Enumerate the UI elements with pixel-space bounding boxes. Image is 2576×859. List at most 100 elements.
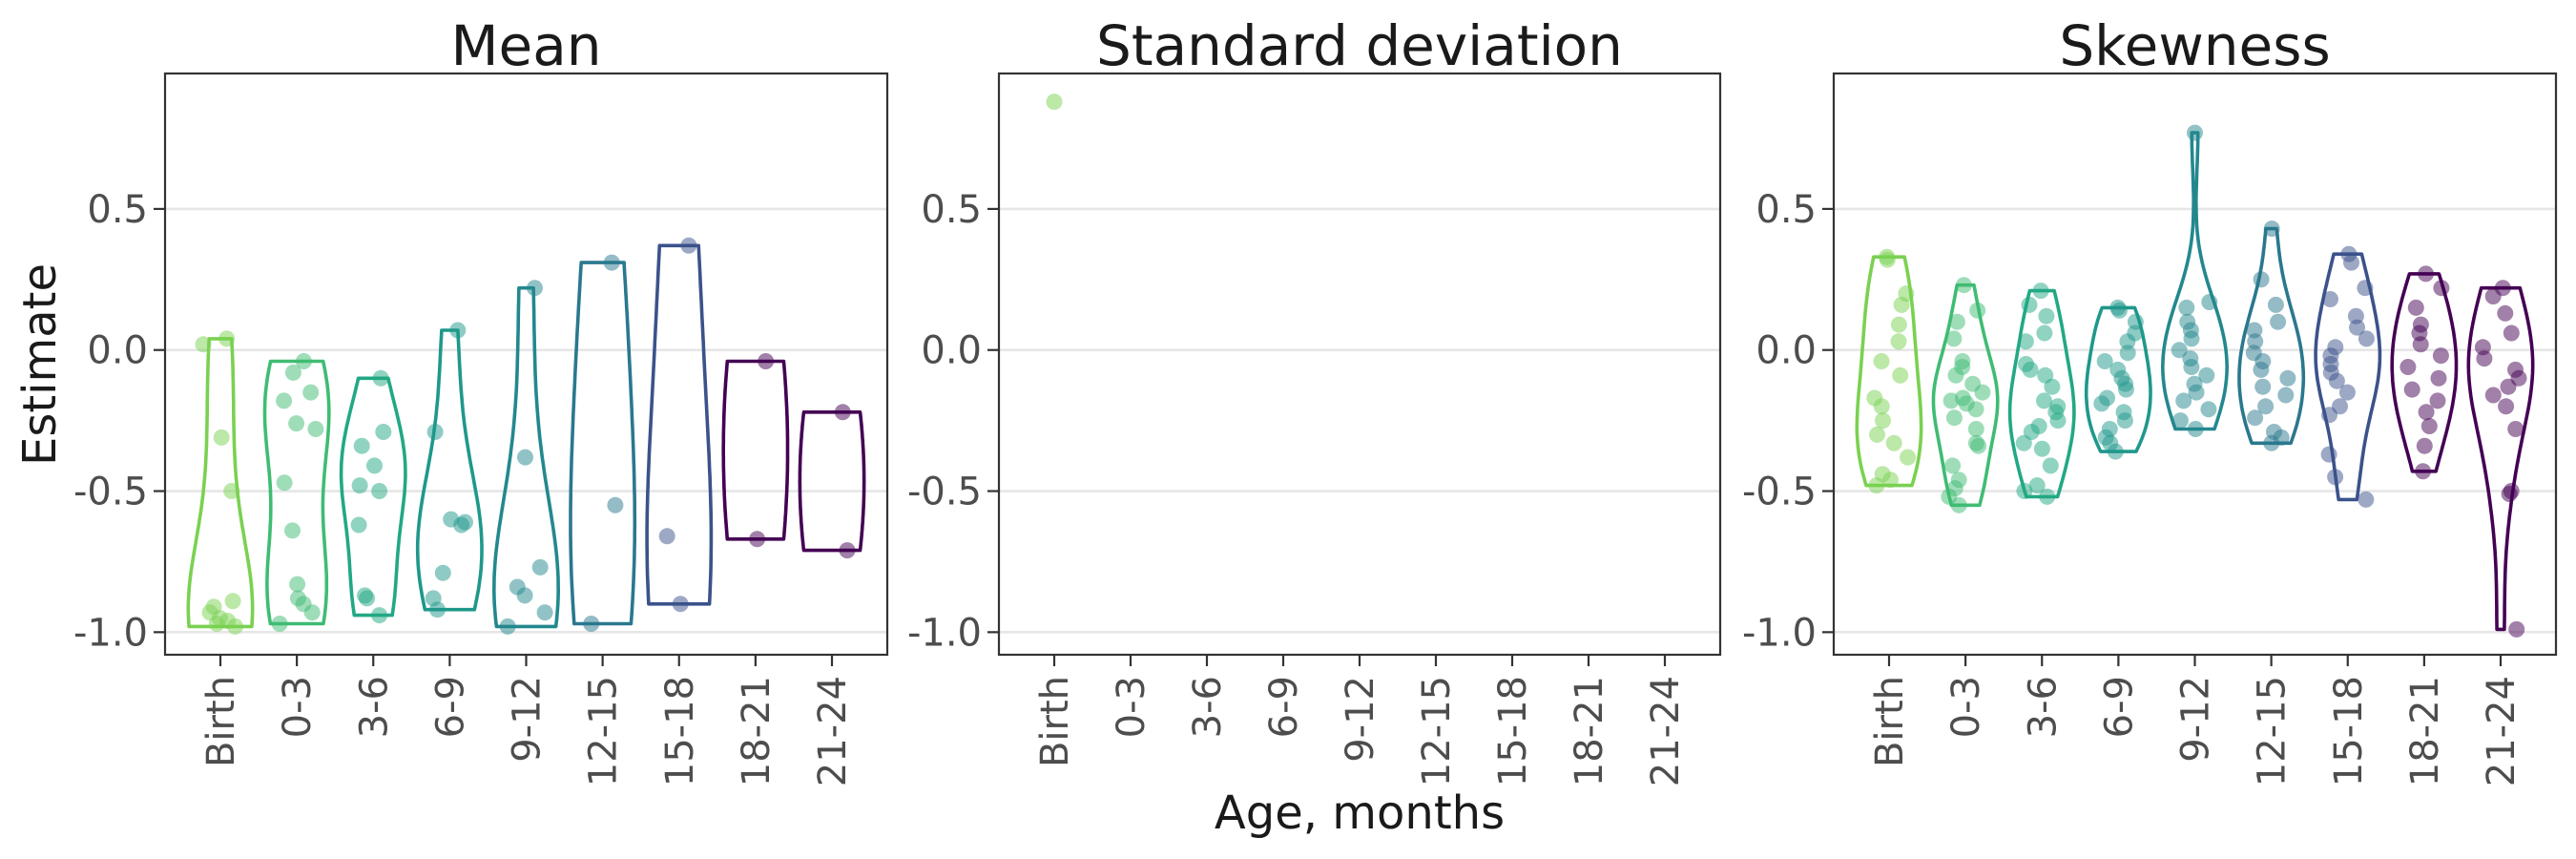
data-point <box>1900 449 1917 466</box>
data-point <box>2038 307 2055 325</box>
data-point <box>2420 418 2438 434</box>
x-tick-label: Birth <box>199 676 243 767</box>
data-point <box>2403 381 2420 398</box>
data-point <box>2039 488 2056 505</box>
data-point <box>2349 319 2365 336</box>
data-point <box>1944 457 1962 474</box>
data-point <box>2412 336 2429 353</box>
data-point <box>366 457 383 474</box>
panel-3: Skewness 0.5 0.0 -0.5 -1.0 Birth 0-3 3-6 6-9 9-12… <box>1742 13 2558 786</box>
data-point <box>1974 384 1991 401</box>
data-point <box>2327 469 2344 486</box>
data-point <box>2187 421 2204 437</box>
data-point <box>276 392 293 409</box>
data-point <box>531 558 549 576</box>
x-axis-title: Age, months <box>1215 786 1505 840</box>
data-point <box>2044 378 2061 395</box>
violin-12-15 <box>569 261 637 626</box>
data-point <box>2183 330 2200 347</box>
data-point <box>2484 288 2502 304</box>
data-point <box>353 437 370 454</box>
data-point <box>1890 316 1907 333</box>
violin-18-21 <box>721 359 790 541</box>
data-point <box>1967 421 1984 437</box>
x-tick-label: 6-9 <box>1262 676 1306 738</box>
data-point <box>426 424 444 440</box>
data-point <box>1948 313 1965 330</box>
x-tick-label: 6-9 <box>2097 676 2141 738</box>
data-point <box>271 616 288 632</box>
data-point <box>2188 384 2205 401</box>
x-tick-label: Birth <box>1033 676 1077 767</box>
data-point <box>302 384 320 401</box>
x-tick-label: 21-24 <box>811 676 855 786</box>
x-tick-label: 3-6 <box>1186 676 1230 738</box>
data-point <box>1046 94 1063 111</box>
data-point <box>2247 409 2264 427</box>
data-point <box>2484 387 2502 404</box>
y-tick-label: 0.5 <box>87 188 148 232</box>
data-point <box>453 516 470 534</box>
data-point <box>2093 395 2110 412</box>
data-point <box>1947 367 1964 384</box>
data-point <box>2201 294 2218 310</box>
data-point <box>2430 369 2447 387</box>
data-point <box>1892 367 1909 384</box>
data-point <box>2254 378 2272 395</box>
data-point <box>449 322 467 339</box>
data-point <box>2116 412 2133 430</box>
data-point <box>2096 353 2113 369</box>
data-point <box>350 516 367 534</box>
data-point <box>1879 251 1896 268</box>
data-point <box>295 353 312 369</box>
panel-frame <box>163 72 889 657</box>
x-tick-label: 18-21 <box>1568 676 1611 786</box>
data-point <box>371 483 388 499</box>
data-point <box>2358 491 2375 508</box>
data-point <box>2270 313 2287 330</box>
violin-21-24 <box>798 410 866 553</box>
panel-frame <box>997 72 1722 657</box>
x-tick-label: 0-3 <box>276 676 320 738</box>
y-tick-label: -0.5 <box>1742 471 1817 514</box>
data-point <box>2503 325 2520 342</box>
data-point <box>2171 342 2188 359</box>
data-point <box>2418 404 2435 421</box>
data-point <box>303 604 321 621</box>
data-point <box>527 280 543 297</box>
data-point <box>2498 398 2515 415</box>
data-point <box>372 369 389 387</box>
data-point <box>834 404 851 421</box>
data-point <box>1885 434 1902 451</box>
data-point <box>2407 299 2424 316</box>
data-point <box>2015 434 2032 451</box>
data-point <box>749 531 766 548</box>
x-tick-label: 12-15 <box>2251 676 2295 786</box>
data-point <box>371 607 388 624</box>
data-point <box>516 587 533 604</box>
violin-6-9 <box>2084 305 2152 453</box>
data-point <box>583 616 600 632</box>
data-point <box>1890 333 1907 350</box>
data-point <box>2263 434 2280 451</box>
data-point <box>1869 426 1885 443</box>
data-point <box>2175 392 2192 409</box>
data-point <box>2119 345 2136 362</box>
data-point <box>1945 330 1963 347</box>
x-tick-label: 0-3 <box>1944 676 1988 738</box>
data-point <box>2343 254 2359 271</box>
data-point <box>1950 496 1967 513</box>
violin-6-9 <box>415 328 484 612</box>
data-point <box>1882 471 1899 489</box>
data-point <box>224 593 241 610</box>
y-tick-label: -0.5 <box>907 471 982 514</box>
data-point <box>2117 381 2134 398</box>
data-point <box>1875 412 1891 430</box>
panel-title: Standard deviation <box>1096 13 1623 78</box>
x-tick-label: 9-12 <box>2174 676 2218 763</box>
data-point <box>434 564 451 581</box>
data-point <box>2187 124 2203 141</box>
violin-3-6 <box>2007 288 2076 499</box>
data-point <box>1945 409 1963 427</box>
violin-15-18 <box>645 243 714 606</box>
